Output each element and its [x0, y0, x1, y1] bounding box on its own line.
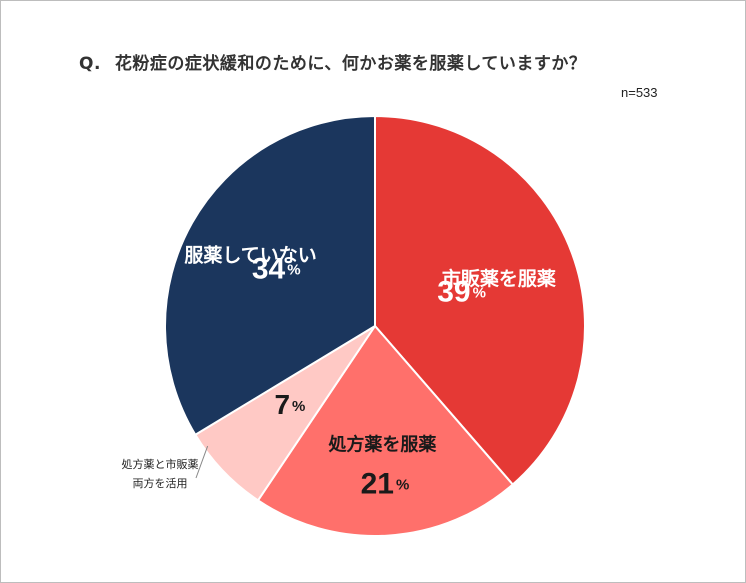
slice-value-label-2: 21% [361, 467, 410, 500]
slice-label-3-line-2: 両方を活用 [133, 476, 188, 490]
slice-value-2: 21 [361, 467, 394, 500]
slice-label-2: 処方薬を服薬 [328, 433, 436, 455]
leader-line [195, 445, 209, 479]
slice-value-label-1: 39% [437, 276, 486, 309]
question-text: 花粉症の症状緩和のために、何かお薬を服薬していますか？ [114, 54, 587, 74]
slice-value-4: 34 [252, 252, 286, 285]
slice-unit-1: % [473, 285, 486, 302]
slice-value-label-4: 34% [252, 252, 301, 285]
slice-value-label-3: 7% [274, 390, 305, 421]
slice-value-1: 39 [437, 276, 470, 309]
slice-unit-2: % [396, 476, 409, 493]
slice-value-3: 7 [274, 390, 290, 421]
slice-unit-4: % [287, 261, 300, 278]
pie-slice-4 [164, 114, 376, 437]
slice-label-1: 市販薬を服薬 [442, 267, 556, 290]
slice-label-3-line-1: 処方薬と市販薬 [122, 457, 199, 471]
question-title: Q. 花粉症の症状緩和のために、何かお薬を服薬していますか？ [79, 49, 586, 74]
sample-size: n=533 [621, 85, 658, 100]
pie-slice-2 [256, 324, 515, 537]
slice-unit-3: % [292, 398, 305, 415]
pie-slice-1 [374, 114, 586, 486]
question-prefix: Q. [79, 54, 101, 74]
slice-label-4: 服薬していない [184, 243, 316, 266]
